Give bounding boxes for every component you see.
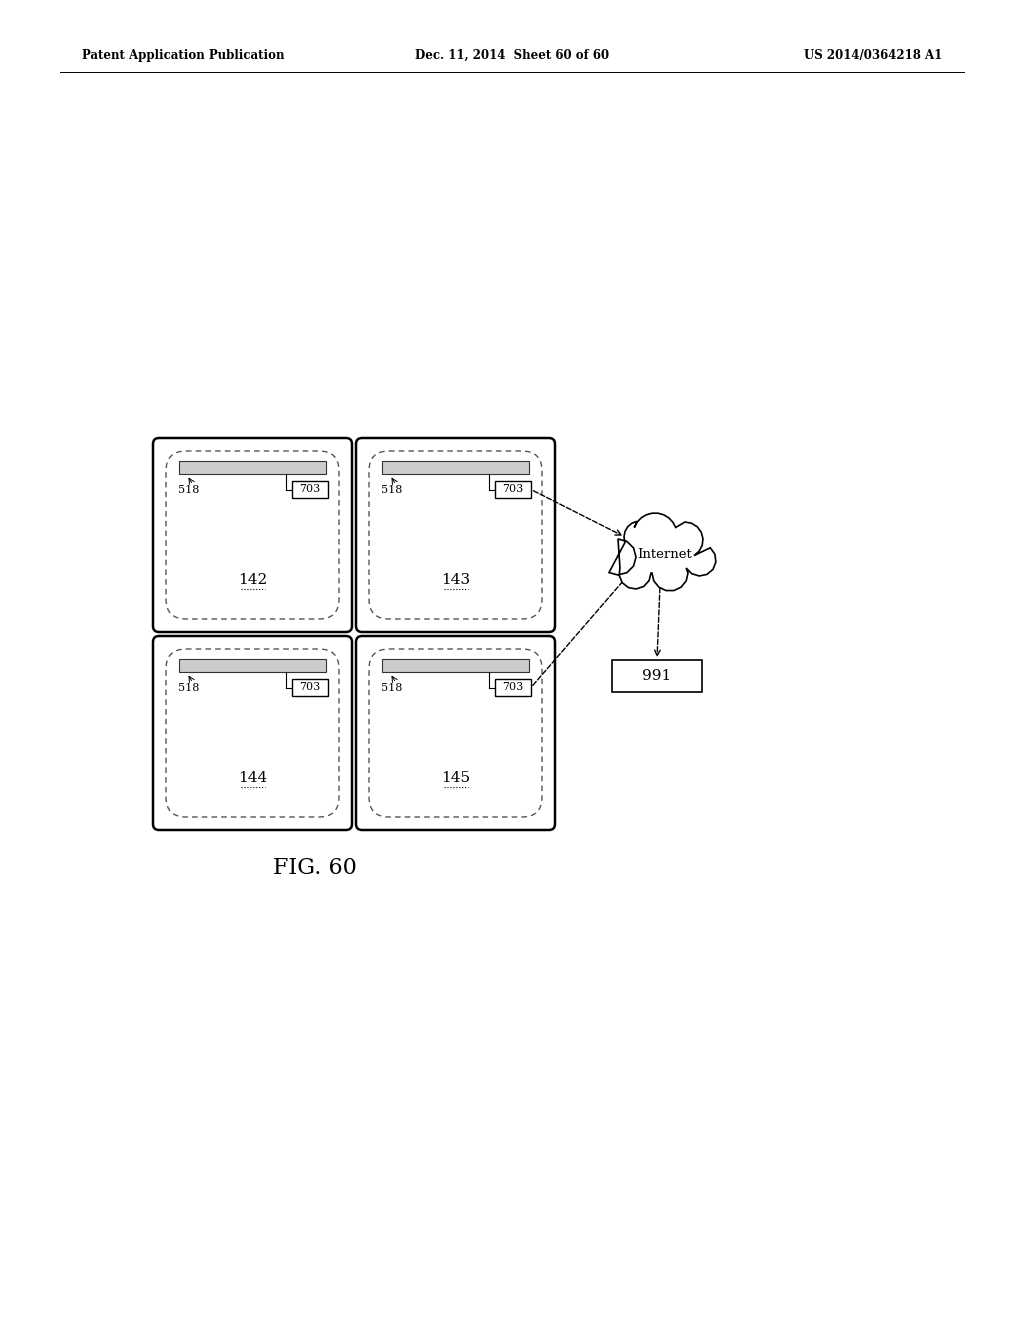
Polygon shape bbox=[609, 513, 716, 590]
Text: 518: 518 bbox=[178, 682, 200, 693]
Text: 703: 703 bbox=[503, 682, 523, 693]
Bar bbox=[382, 461, 529, 474]
Text: US 2014/0364218 A1: US 2014/0364218 A1 bbox=[804, 49, 942, 62]
Text: FIG. 60: FIG. 60 bbox=[273, 857, 357, 879]
FancyBboxPatch shape bbox=[369, 451, 542, 619]
Bar bbox=[179, 659, 326, 672]
FancyBboxPatch shape bbox=[166, 649, 339, 817]
Text: Dec. 11, 2014  Sheet 60 of 60: Dec. 11, 2014 Sheet 60 of 60 bbox=[415, 49, 609, 62]
FancyBboxPatch shape bbox=[356, 636, 555, 830]
Bar bbox=[179, 461, 326, 474]
Bar bbox=[292, 480, 328, 498]
Text: 143: 143 bbox=[441, 573, 470, 587]
FancyBboxPatch shape bbox=[356, 438, 555, 632]
Text: Internet: Internet bbox=[638, 549, 692, 561]
Bar bbox=[495, 480, 531, 498]
Text: 518: 518 bbox=[381, 484, 402, 495]
Text: 518: 518 bbox=[178, 484, 200, 495]
FancyBboxPatch shape bbox=[166, 451, 339, 619]
Bar bbox=[292, 678, 328, 696]
Text: 142: 142 bbox=[238, 573, 267, 587]
FancyBboxPatch shape bbox=[153, 636, 352, 830]
FancyBboxPatch shape bbox=[153, 438, 352, 632]
Text: 703: 703 bbox=[503, 484, 523, 495]
Text: 703: 703 bbox=[299, 682, 321, 693]
Bar bbox=[612, 660, 702, 692]
Text: 145: 145 bbox=[441, 771, 470, 785]
FancyBboxPatch shape bbox=[369, 649, 542, 817]
Text: 518: 518 bbox=[381, 682, 402, 693]
Text: Patent Application Publication: Patent Application Publication bbox=[82, 49, 285, 62]
Bar bbox=[495, 678, 531, 696]
Text: 991: 991 bbox=[642, 669, 672, 682]
Text: 703: 703 bbox=[299, 484, 321, 495]
Text: 144: 144 bbox=[238, 771, 267, 785]
Bar bbox=[382, 659, 529, 672]
